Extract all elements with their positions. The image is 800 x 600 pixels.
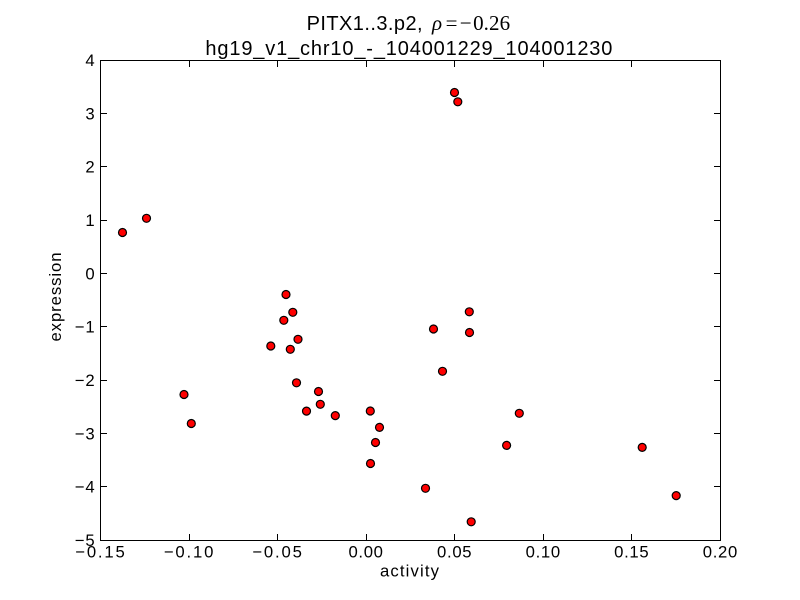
svg-text:0.15: 0.15 [614, 542, 649, 561]
svg-text:1: 1 [85, 211, 94, 230]
svg-text:0.00: 0.00 [348, 542, 383, 561]
svg-text:−0.10: −0.10 [164, 542, 214, 561]
svg-text:4: 4 [85, 51, 94, 70]
svg-text:hg19_v1_chr10_-_104001229_1040: hg19_v1_chr10_-_104001229_104001230 [205, 38, 612, 60]
svg-text:−4: −4 [75, 478, 95, 497]
svg-text:−0.05: −0.05 [252, 542, 302, 561]
svg-text:0: 0 [85, 264, 94, 283]
svg-text:2: 2 [85, 158, 94, 177]
svg-text:0.26: 0.26 [473, 11, 510, 35]
svg-text:0.20: 0.20 [703, 542, 738, 561]
svg-text:−3: −3 [75, 424, 95, 443]
svg-text:=: = [446, 11, 458, 35]
svg-text:−5: −5 [75, 531, 95, 550]
svg-text:PITX1..3.p2,: PITX1..3.p2, [307, 13, 423, 35]
svg-text:expression: expression [46, 253, 65, 342]
svg-text:0.10: 0.10 [526, 542, 561, 561]
svg-text:ρ: ρ [431, 11, 442, 35]
svg-text:0.05: 0.05 [437, 542, 472, 561]
svg-text:−0.15: −0.15 [75, 542, 125, 561]
svg-text:activity: activity [380, 562, 440, 581]
svg-text:−: − [460, 11, 472, 35]
svg-text:−1: −1 [75, 318, 95, 337]
svg-text:−2: −2 [75, 371, 95, 390]
svg-text:3: 3 [85, 104, 94, 123]
